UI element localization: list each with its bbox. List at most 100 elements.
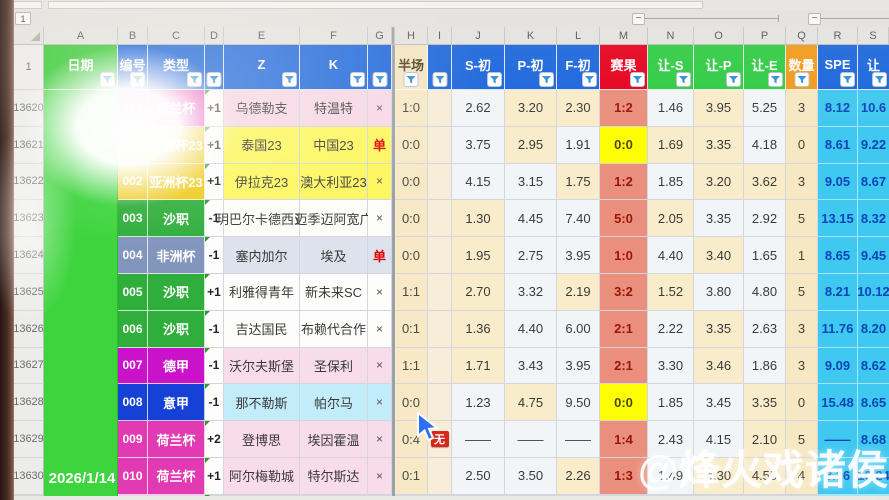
cell-away-team[interactable]: 迈季迈阿宽广 bbox=[295, 200, 373, 238]
cell-odds-f-initial[interactable]: 1.91 bbox=[557, 126, 600, 164]
cell-handicap-p[interactable]: 3.40 bbox=[694, 237, 744, 274]
cell-home-team[interactable]: 泰国23 bbox=[224, 126, 300, 164]
cell-handicap-e[interactable]: 1.65 bbox=[744, 237, 786, 274]
cell-odds-p-initial[interactable]: —— bbox=[505, 421, 557, 458]
column-header-Z[interactable]: Z bbox=[224, 45, 300, 90]
cell-let[interactable]: 8.20 bbox=[858, 310, 889, 348]
cell-odds-f-initial[interactable]: 7.40 bbox=[557, 200, 600, 238]
column-letter-R[interactable]: R bbox=[818, 27, 858, 45]
cell-spe[interactable]: 9.05 bbox=[818, 163, 858, 201]
column-header-编号[interactable]: 编号 bbox=[118, 45, 148, 90]
cell-odds-p-initial[interactable]: 4.75 bbox=[505, 384, 557, 422]
filter-icon[interactable] bbox=[872, 72, 887, 87]
cell-result-score[interactable]: 2:1 bbox=[600, 310, 648, 348]
cell-handicap[interactable]: +1 bbox=[205, 273, 224, 311]
cell-odds-f-initial[interactable]: —— bbox=[557, 421, 600, 458]
cell-quantity[interactable]: 0 bbox=[786, 126, 818, 164]
filter-icon[interactable] bbox=[676, 72, 691, 87]
cell-handicap-p[interactable]: 3.20 bbox=[694, 163, 744, 201]
column-header-赛果[interactable]: 赛果 bbox=[600, 45, 648, 90]
cell-home-team[interactable]: 阿尔梅勒城 bbox=[224, 457, 300, 495]
cell-handicap-e[interactable]: 5.25 bbox=[744, 90, 786, 127]
cell-handicap-e[interactable]: 2.63 bbox=[744, 310, 786, 348]
cell[interactable] bbox=[505, 494, 557, 496]
cell-handicap-p[interactable]: 3.35 bbox=[694, 200, 744, 238]
cell-let[interactable]: 10.6 bbox=[858, 90, 889, 127]
cell-quantity[interactable]: 0 bbox=[786, 384, 818, 422]
collapse-group-button[interactable]: − bbox=[632, 13, 645, 25]
cell-home-team[interactable]: 那不勒斯 bbox=[224, 384, 300, 422]
cell-away-team[interactable]: 圣保利 bbox=[300, 347, 368, 385]
column-header-日期[interactable]: 日期 bbox=[44, 45, 118, 90]
column-letter-K[interactable]: K bbox=[505, 27, 557, 45]
cell-halftime-score[interactable]: 1:0 bbox=[395, 90, 428, 127]
cell-date-13625[interactable] bbox=[44, 273, 118, 311]
cell-away-team[interactable]: 埃因霍温 bbox=[300, 421, 368, 458]
formula-input[interactable] bbox=[48, 1, 703, 9]
cell-let[interactable]: 8.62 bbox=[858, 347, 889, 385]
cell[interactable] bbox=[452, 494, 505, 496]
cell-league-type[interactable]: 荷兰杯 bbox=[148, 421, 205, 458]
cell-handicap-s[interactable]: 2.22 bbox=[648, 310, 694, 348]
filter-icon[interactable] bbox=[282, 72, 297, 87]
cell-home-team[interactable]: 乌德勒支 bbox=[224, 90, 300, 127]
cell-note[interactable] bbox=[428, 273, 452, 311]
cell-note[interactable] bbox=[428, 237, 452, 274]
row-header-13621[interactable]: 13621 bbox=[13, 126, 44, 164]
row-header-1[interactable]: 1 bbox=[14, 45, 44, 90]
cell-league-type[interactable] bbox=[148, 494, 205, 496]
cell-single-flag[interactable]: × bbox=[368, 163, 392, 201]
cell-result-score[interactable]: 0:0 bbox=[600, 384, 648, 422]
filter-icon[interactable] bbox=[432, 72, 447, 87]
cell-away-team[interactable]: 布赖代合作 bbox=[300, 310, 368, 348]
cell-handicap[interactable]: +2 bbox=[205, 421, 224, 458]
cell-odds-f-initial[interactable]: 3.95 bbox=[557, 237, 600, 274]
column-letter-L[interactable]: L bbox=[557, 27, 600, 45]
cell-away-team[interactable]: 特尔斯达 bbox=[300, 457, 368, 495]
cell-odds-f-initial[interactable]: 2.26 bbox=[557, 457, 600, 495]
cell-league-type[interactable]: 亚洲杯23 bbox=[148, 126, 205, 164]
collapse-group-button[interactable]: − bbox=[808, 13, 821, 25]
cell-match-number[interactable]: 004 bbox=[118, 237, 148, 274]
cell-odds-p-initial[interactable]: 3.32 bbox=[505, 273, 557, 311]
cell-away-team[interactable]: 帕尔马 bbox=[300, 384, 368, 422]
column-header-K[interactable]: K bbox=[300, 45, 368, 90]
cell-date-13628[interactable] bbox=[44, 384, 118, 422]
cell-odds-p-initial[interactable]: 2.75 bbox=[505, 237, 557, 274]
cell-odds-f-initial[interactable]: 9.50 bbox=[557, 384, 600, 422]
cell-handicap[interactable]: +1 bbox=[205, 457, 224, 495]
filter-icon[interactable] bbox=[794, 72, 809, 87]
column-letter-J[interactable]: J bbox=[452, 27, 505, 45]
cell-handicap-p[interactable]: 3.95 bbox=[694, 90, 744, 127]
cell-handicap[interactable] bbox=[205, 494, 224, 496]
column-letter-G[interactable]: G bbox=[368, 27, 392, 45]
cell-handicap[interactable]: +1 bbox=[205, 126, 224, 164]
cell-date-13624[interactable] bbox=[44, 237, 118, 274]
cell-home-team[interactable]: 登博思 bbox=[224, 421, 300, 458]
cell-halftime-score[interactable]: 0:0 bbox=[395, 126, 428, 164]
cell-result-score[interactable]: 1:0 bbox=[600, 237, 648, 274]
filter-icon[interactable] bbox=[630, 72, 645, 87]
cell-quantity[interactable]: 3 bbox=[786, 163, 818, 201]
cell-odds-s-initial[interactable]: 3.75 bbox=[452, 126, 505, 164]
row-header-13628[interactable]: 13628 bbox=[13, 384, 44, 422]
filter-icon[interactable] bbox=[487, 72, 502, 87]
cell-quantity[interactable]: 5 bbox=[786, 200, 818, 238]
cell-halftime-score[interactable]: 1:1 bbox=[395, 347, 428, 385]
column-letter-P[interactable]: P bbox=[744, 27, 786, 45]
cell-note[interactable] bbox=[428, 347, 452, 385]
cell-handicap-s[interactable]: 1.52 bbox=[648, 273, 694, 311]
cell-handicap-s[interactable]: 3.30 bbox=[648, 347, 694, 385]
cell-home-team[interactable]: 沃尔夫斯堡 bbox=[224, 347, 300, 385]
filter-icon[interactable] bbox=[840, 72, 855, 87]
cell-handicap[interactable]: +1 bbox=[205, 90, 224, 127]
cell-halftime-score[interactable]: 0:0 bbox=[395, 163, 428, 201]
cell-spe[interactable]: 8.65 bbox=[818, 237, 858, 274]
cell-date-13623[interactable] bbox=[44, 200, 118, 238]
cell-home-team[interactable]: 利雅得青年 bbox=[224, 273, 300, 311]
cell-league-type[interactable]: 意甲 bbox=[148, 384, 205, 422]
cell-note[interactable] bbox=[428, 310, 452, 348]
row-header-partial[interactable] bbox=[14, 494, 44, 496]
cell-odds-f-initial[interactable]: 2.30 bbox=[557, 90, 600, 127]
cell-spe[interactable]: 8.21 bbox=[818, 273, 858, 311]
